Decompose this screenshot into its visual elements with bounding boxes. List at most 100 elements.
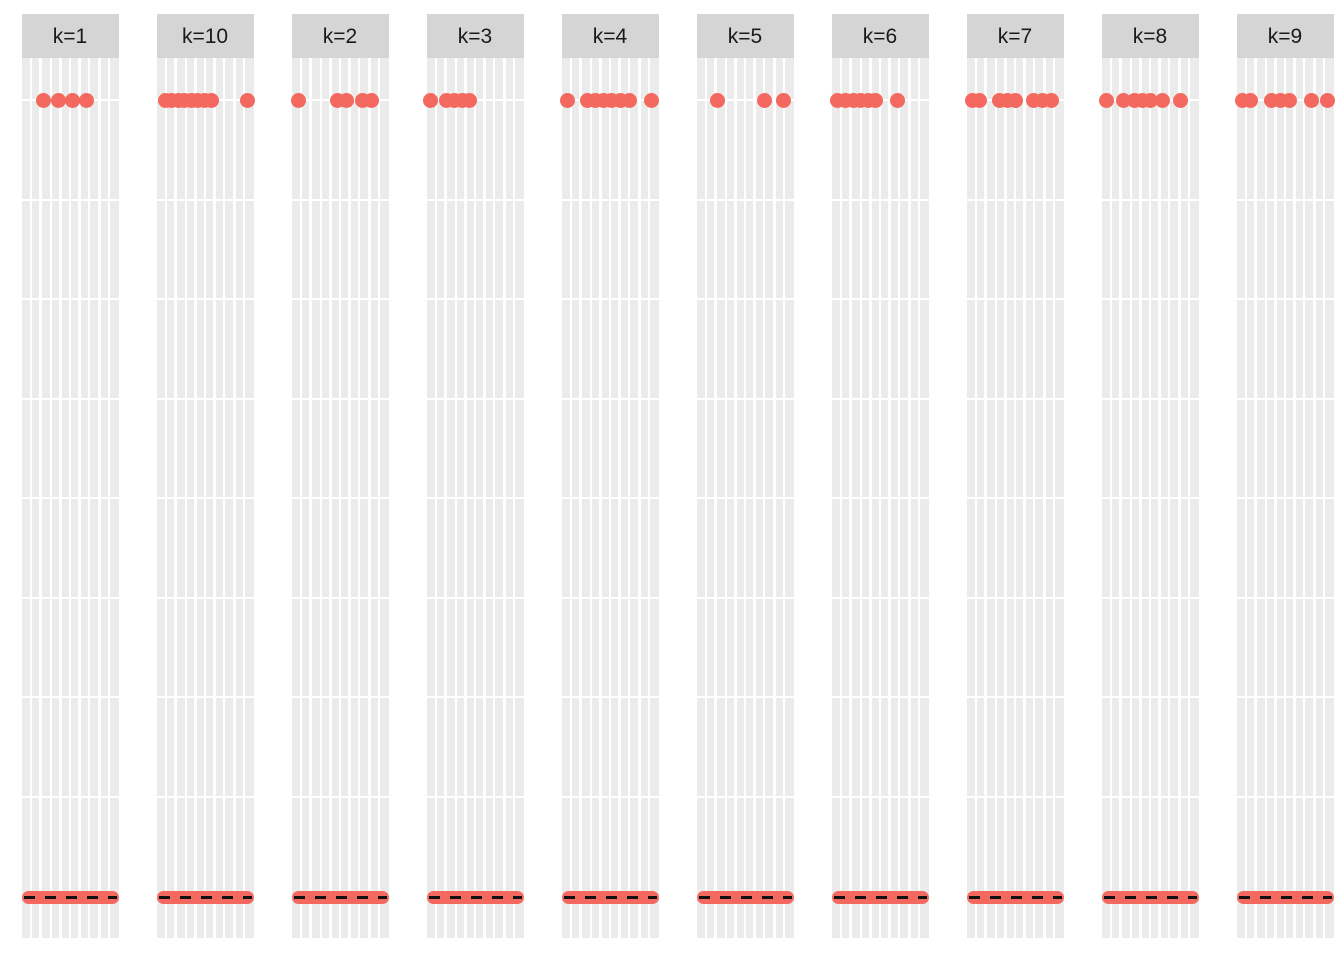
dashed-reference-line [1103,895,1197,899]
facet-panel [829,58,929,938]
interval-band [831,890,929,904]
dashed-reference-line [968,895,1062,899]
dashed-reference-line [428,895,522,899]
gridline-horizontal [21,298,119,300]
gridline-horizontal [291,397,389,400]
interval-band [291,890,389,904]
gridline-horizontal [1236,596,1334,599]
data-point [621,92,637,108]
data-point [1043,92,1059,108]
gridline-horizontal [561,497,659,499]
interval-band [696,890,794,904]
gridline-horizontal [426,596,524,599]
facet: k=9 [1234,14,1335,938]
data-point [1172,92,1188,108]
dashed-reference-line [833,895,927,899]
facet-strip-label: k=6 [862,24,898,48]
gridline-horizontal [426,397,524,400]
gridline-horizontal [696,795,794,798]
gridline-horizontal [831,298,929,300]
data-point [1281,92,1297,108]
facet-strip-label: k=1 [52,24,88,48]
gridline-horizontal [156,497,254,499]
data-point [290,92,306,108]
data-point [50,92,66,108]
facet-strip: k=9 [1236,14,1334,58]
facet-strip-label: k=8 [1132,24,1168,48]
facet-strip: k=8 [1101,14,1199,58]
gridline-horizontal [156,397,254,400]
data-point [1154,92,1170,108]
gridline-horizontal [831,696,929,698]
gridline-horizontal [561,795,659,798]
gridline-horizontal [696,298,794,300]
data-point [1319,92,1335,108]
facet: k=1 [21,14,119,938]
data-point [363,92,379,108]
dashed-reference-line [158,895,252,899]
data-point [643,92,659,108]
dashed-reference-line [23,895,117,899]
facet-strip-label: k=4 [592,24,628,48]
data-point [1007,92,1023,108]
gridline-horizontal [156,596,254,599]
gridline-horizontal [696,596,794,599]
gridline-horizontal [1236,795,1334,798]
facet-strip-label: k=3 [457,24,493,48]
gridline-horizontal [966,596,1064,599]
data-point [461,92,477,108]
gridline-horizontal [1101,198,1199,201]
data-point [239,92,255,108]
data-point [1242,92,1258,108]
dashed-reference-line [698,895,792,899]
gridline-horizontal [426,198,524,201]
interval-band [966,890,1064,904]
facet: k=2 [290,14,389,938]
gridline-horizontal [561,397,659,400]
facet-strip-label: k=2 [322,24,358,48]
dashed-reference-line [563,895,657,899]
gridline-horizontal [831,497,929,499]
data-point [889,92,905,108]
gridline-horizontal [966,696,1064,698]
facet-strip: k=10 [156,14,254,58]
data-point [64,92,80,108]
gridline-horizontal [1236,198,1334,201]
gridline-horizontal [966,795,1064,798]
gridline-horizontal [696,696,794,698]
gridline-horizontal [156,198,254,201]
gridline-horizontal [966,198,1064,201]
gridline-horizontal [1236,298,1334,300]
facet-strip-label: k=7 [997,24,1033,48]
dashed-reference-line [293,895,387,899]
data-point [775,92,791,108]
gridline-horizontal [561,298,659,300]
facet-strip-label: k=5 [727,24,763,48]
gridline-horizontal [966,397,1064,400]
gridline-horizontal [21,596,119,599]
gridline-horizontal [1101,497,1199,499]
data-point [867,92,883,108]
facet: k=5 [696,14,794,938]
data-point [35,92,51,108]
facet-strip: k=7 [966,14,1064,58]
gridline-horizontal [21,696,119,698]
facet-panel [422,58,524,938]
gridline-horizontal [21,397,119,400]
gridline-horizontal [696,497,794,499]
data-point [1142,92,1158,108]
interval-band [156,890,254,904]
facet-panel [1234,58,1335,938]
gridline-horizontal [291,696,389,698]
data-point [1303,92,1319,108]
facet-panel [964,58,1064,938]
interval-band [1101,890,1199,904]
facet-strip-label: k=10 [181,24,229,48]
facet-panel [156,58,255,938]
facet: k=3 [422,14,524,938]
gridline-horizontal [156,795,254,798]
facet: k=4 [559,14,659,938]
facet-strip: k=3 [426,14,524,58]
data-point [559,92,575,108]
